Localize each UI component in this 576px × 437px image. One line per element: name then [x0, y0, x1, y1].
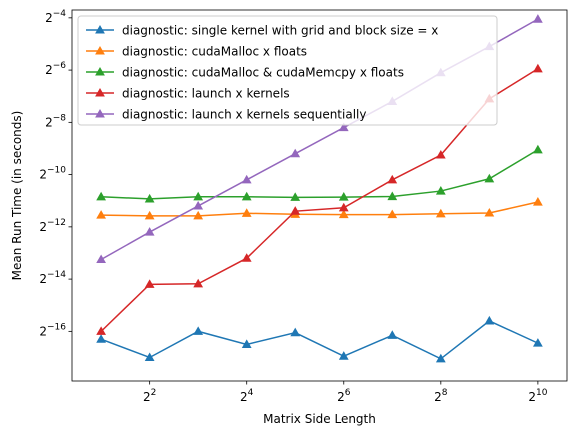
- y-axis-title: Mean Run Time (in seconds): [10, 111, 24, 281]
- series-3-line: [101, 149, 539, 200]
- series-2-point-6: [338, 209, 349, 219]
- series-1-point-3: [193, 326, 204, 335]
- series-4-point-4: [241, 253, 252, 262]
- legend-marker-2: [95, 45, 105, 55]
- x-axis-ticks: 22 24 26 28 210: [143, 381, 548, 404]
- legend-label-4: diagnostic: launch x kernels: [122, 87, 290, 101]
- series-3-point-5: [290, 192, 301, 201]
- y-tick-label-1: 2−16: [39, 322, 66, 338]
- legend-label-2: diagnostic: cudaMalloc x floats: [122, 45, 307, 59]
- series-2-point-10: [532, 197, 543, 206]
- series-1-point-6: [338, 351, 349, 360]
- legend-label-1: diagnostic: single kernel with grid and …: [122, 24, 438, 38]
- series-1-point-9: [484, 315, 495, 325]
- x-tick-label-2: 24: [240, 388, 254, 404]
- series-2-point-1: [96, 210, 107, 219]
- series-1-point-1: [96, 334, 107, 343]
- legend-marker-3: [95, 66, 105, 76]
- y-tick-label-5: 2−8: [45, 113, 66, 129]
- x-tick-label-5: 210: [528, 388, 547, 404]
- series-3: [96, 144, 543, 203]
- series-2-point-3: [193, 210, 204, 220]
- series-2-line: [101, 201, 539, 217]
- series-2-point-2: [144, 210, 155, 220]
- x-tick-label-3: 26: [337, 388, 351, 404]
- series-4: [96, 63, 543, 335]
- series-1-point-5: [290, 327, 301, 337]
- series-1: [96, 315, 543, 363]
- legend-label-5: diagnostic: launch x kernels sequentiall…: [122, 108, 366, 122]
- series-4-point-3: [193, 278, 204, 288]
- y-tick-label-4: 2−10: [39, 166, 66, 182]
- series-5-point-5: [290, 148, 301, 158]
- legend-marker-1: [95, 24, 105, 34]
- series-4-point-6: [338, 202, 349, 212]
- series-5-point-2: [144, 227, 155, 236]
- series-3-point-2: [144, 193, 155, 203]
- series-4-line: [100, 68, 539, 332]
- series-3-point-1: [96, 191, 107, 201]
- series-2-point-7: [387, 209, 398, 219]
- x-tick-label-1: 22: [143, 388, 156, 404]
- x-axis-title: Matrix Side Length: [263, 412, 376, 426]
- y-tick-label-6: 2−6: [45, 61, 66, 77]
- legend-box: [77, 15, 498, 126]
- series-3-point-10: [532, 144, 543, 154]
- series-1-point-10: [532, 338, 543, 347]
- series-5-point-3: [193, 200, 204, 210]
- series-4-point-1: [96, 326, 107, 335]
- series-1-point-7: [387, 330, 398, 339]
- series-4-point-10: [532, 63, 543, 73]
- series-2-point-8: [435, 208, 446, 218]
- series-2-point-4: [241, 208, 252, 217]
- series-3-point-3: [193, 191, 204, 201]
- y-tick-label-3: 2−12: [39, 218, 66, 234]
- series-layer: [96, 14, 543, 363]
- series-4-point-5: [290, 206, 301, 215]
- series-3-point-9: [484, 173, 495, 183]
- series-1-point-8: [435, 353, 446, 363]
- series-5-point-10: [532, 14, 543, 23]
- series-1-line: [100, 320, 539, 360]
- x-tick-label-4: 28: [434, 388, 448, 404]
- legend-marker-4: [95, 87, 105, 97]
- series-4-point-2: [144, 279, 155, 288]
- series-3-point-6: [338, 192, 349, 201]
- series-3-point-7: [387, 191, 398, 201]
- series-5-point-6: [338, 122, 349, 132]
- series-2-point-9: [484, 207, 495, 217]
- y-tick-label-7: 2−4: [45, 9, 66, 25]
- y-tick-label-2: 2−14: [39, 270, 66, 286]
- series-1-point-2: [144, 352, 155, 362]
- legend-label-3: diagnostic: cudaMalloc & cudaMemcpy x fl…: [122, 66, 404, 80]
- series-3-point-4: [241, 191, 252, 201]
- series-4-point-7: [387, 174, 398, 184]
- series-3-point-8: [435, 186, 446, 195]
- series-1-point-4: [241, 339, 252, 348]
- series-2: [96, 197, 543, 220]
- legend-marker-5: [95, 108, 105, 118]
- series-5-point-4: [241, 174, 252, 184]
- series-5-point-1: [96, 254, 107, 264]
- y-axis-ticks: 2−16 2−14 2−12 2−10 2−8 2−6 2−4: [39, 9, 72, 338]
- legend: diagnostic: single kernel with grid and …: [77, 15, 498, 126]
- series-4-point-8: [435, 149, 446, 159]
